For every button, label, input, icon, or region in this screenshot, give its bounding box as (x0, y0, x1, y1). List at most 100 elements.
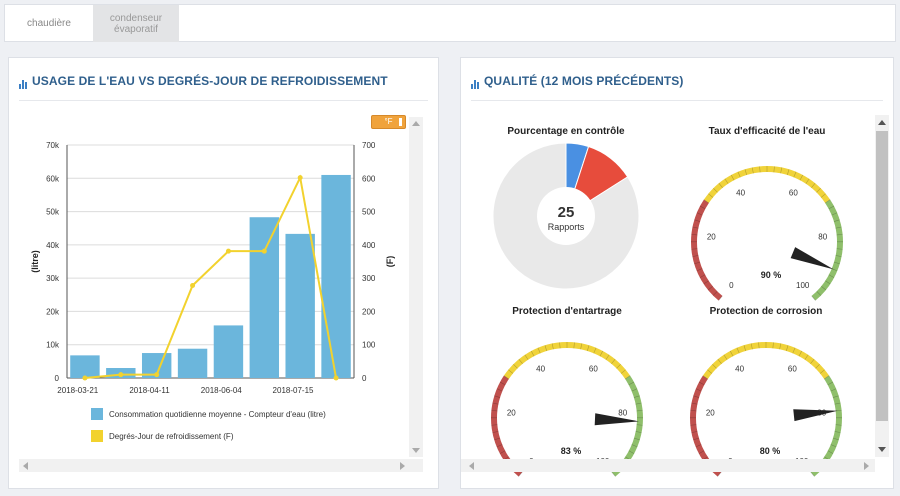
y-tick-right: 300 (362, 274, 376, 283)
scroll-right-icon[interactable] (400, 462, 405, 470)
gauge-minor-tick (693, 395, 700, 398)
gauge-minor-tick (699, 205, 706, 210)
legend-label-consumption: Consommation quotidienne moyenne - Compt… (109, 410, 326, 419)
gauge-minor-tick (633, 437, 640, 441)
scroll-left-icon[interactable] (469, 462, 474, 470)
gauge-minor-tick (718, 183, 723, 189)
gauge-minor-tick (587, 345, 590, 352)
water-usage-title: USAGE DE L'EAU VS DEGRÉS-JOUR DE REFROID… (32, 74, 388, 88)
y-tick-left: 0 (55, 374, 60, 383)
gauge-minor-tick (518, 359, 523, 365)
gauge-minor-tick (636, 410, 643, 412)
gauge-minor-tick (835, 255, 842, 257)
gauge-minor-tick (713, 187, 718, 193)
gauge-minor-tick (835, 424, 842, 426)
gauge-minor-tick (830, 444, 837, 448)
gauge-minor-tick (833, 219, 840, 222)
tab-label-line2: évaporatif (114, 24, 158, 35)
scroll-up-icon[interactable] (878, 120, 886, 125)
gauge-minor-tick (620, 369, 626, 374)
gauge-minor-tick (492, 431, 499, 433)
gauge-minor-tick (780, 167, 783, 174)
gauge-minor-tick (611, 471, 616, 477)
gauge-minor-tick (628, 381, 635, 386)
gauge-minor-tick (834, 431, 841, 433)
line-point-2018-07-15 (297, 175, 303, 181)
legend-item-bars[interactable]: Consommation quotidienne moyenne - Compt… (91, 408, 326, 420)
legend-item-line[interactable]: Degrés-Jour de refroidissement (F) (91, 430, 233, 442)
scroll-right-icon[interactable] (864, 462, 869, 470)
gauge-minor-tick (494, 437, 501, 441)
y-tick-right: 100 (362, 341, 376, 350)
pie-center-label: Rapports (548, 222, 585, 232)
toggle-handle-icon (399, 118, 402, 126)
divider (471, 100, 883, 101)
gauge-minor-tick (631, 444, 638, 448)
y-tick-left: 60k (46, 174, 60, 183)
horizontal-scrollbar[interactable] (19, 459, 423, 472)
gauge-tick-label: 0 (729, 281, 734, 290)
horizontal-scrollbar[interactable] (461, 459, 875, 472)
gauge-minor-tick (636, 424, 643, 426)
gauge-value: 83 % (561, 446, 582, 456)
gauge-minor-tick (635, 402, 642, 405)
bar-2018-05-01 (177, 348, 208, 378)
gauge-minor-tick (524, 354, 529, 360)
line-point-2018-07-29 (333, 375, 339, 381)
gauge-minor-tick (692, 226, 699, 229)
gauge-minor-tick (702, 375, 709, 380)
gauge-minor-tick (690, 410, 697, 412)
gauge-minor-tick (593, 347, 597, 354)
gauge-minor-tick (793, 171, 797, 178)
gauge-title: Taux d'efficacité de l'eau (709, 126, 826, 137)
gauge-minor-tick (758, 342, 760, 349)
gauge-minor-tick (703, 199, 710, 204)
gauge-minor-tick (779, 343, 782, 350)
tab-chaudiere[interactable]: chaudière (5, 5, 93, 42)
vertical-scrollbar[interactable] (875, 115, 889, 457)
divider (19, 100, 428, 101)
gauge-minor-tick (744, 169, 747, 176)
y-tick-left: 10k (46, 341, 60, 350)
line-point-2018-05-01 (190, 282, 196, 288)
gauge-minor-tick (816, 291, 822, 296)
gauge-minor-tick (712, 291, 718, 296)
x-tick-label: 2018-03-21 (57, 386, 98, 395)
gauge-minor-tick (759, 166, 761, 173)
gauge-tick-label: 40 (536, 365, 545, 374)
gauge-minor-tick (724, 178, 729, 184)
gauge-minor-tick (631, 388, 638, 392)
gauge-tick-label: 60 (589, 365, 598, 374)
gauge-minor-tick (717, 359, 722, 365)
gauge-minor-tick (513, 363, 518, 369)
gauge-minor-tick (828, 274, 835, 278)
unit-toggle-button[interactable]: °F (371, 115, 406, 129)
vertical-scrollbar[interactable] (409, 117, 423, 457)
y-tick-left: 70k (46, 141, 60, 150)
scrollbar-thumb[interactable] (876, 131, 888, 421)
gauge-tick-label: 100 (796, 281, 810, 290)
scroll-down-icon[interactable] (878, 447, 886, 452)
gauge-minor-tick (737, 171, 741, 178)
bar-2018-07-29 (321, 174, 351, 378)
gauge-minor-tick (573, 342, 575, 349)
legend-swatch-yellow (91, 430, 103, 442)
gauge-tick-label: 20 (507, 408, 516, 417)
y-tick-left: 50k (46, 208, 60, 217)
y-tick-right: 600 (362, 174, 376, 183)
scroll-down-icon[interactable] (412, 448, 420, 453)
gauge-minor-tick (836, 234, 843, 236)
gauge-minor-tick (707, 285, 713, 291)
scroll-up-icon[interactable] (412, 121, 420, 126)
gauge-minor-tick (828, 205, 835, 210)
x-tick-label: 2018-06-04 (201, 386, 242, 395)
pie-center-value: 25 (558, 204, 575, 221)
degree-days-line (84, 174, 338, 379)
scroll-left-icon[interactable] (23, 462, 28, 470)
gauge-minor-tick (696, 212, 703, 216)
gauge-minor-tick (787, 169, 790, 176)
gauge-minor-tick (736, 347, 740, 354)
tab-label: chaudière (27, 18, 71, 29)
tab-condenseur-evaporatif[interactable]: condenseur évaporatif (93, 5, 179, 42)
